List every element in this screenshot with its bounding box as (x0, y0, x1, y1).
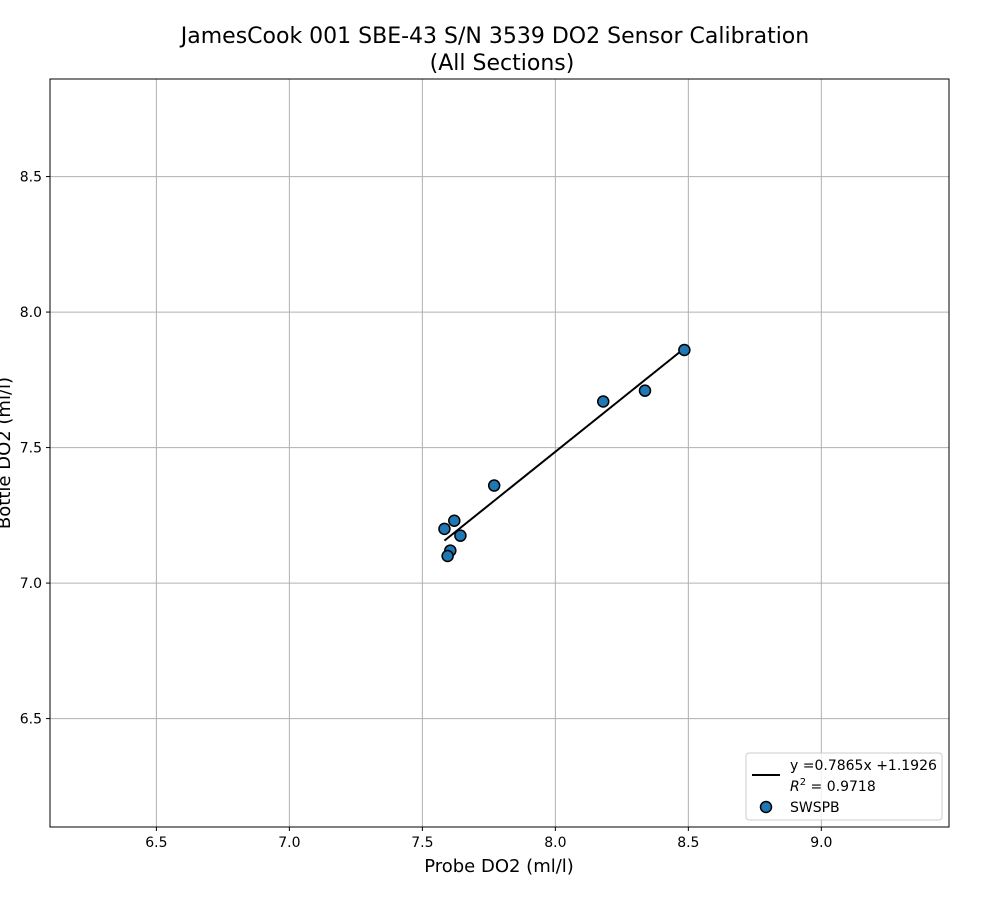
y-axis-label: Bottle DO2 (ml/l) (0, 377, 15, 529)
y-tick-label: 7.0 (20, 576, 42, 592)
legend-r2-symbol: R (790, 779, 800, 795)
data-point (438, 522, 451, 536)
legend: y =0.7865x +1.1926 R2 = 0.9718 SWSPB (745, 752, 943, 821)
y-tick-label: 6.5 (20, 712, 42, 728)
chart-title: JamesCook 001 SBE-43 S/N 3539 DO2 Sensor… (179, 24, 809, 49)
data-point (454, 529, 467, 542)
data-point (596, 395, 610, 408)
legend-marker-swspb (759, 800, 773, 814)
x-tick-label: 8.0 (544, 835, 566, 851)
data-point (441, 549, 454, 563)
data-point (487, 479, 501, 492)
scatter-points (438, 343, 691, 563)
chart-subtitle: (All Sections) (430, 51, 575, 76)
y-tick-label: 8.0 (20, 305, 42, 321)
data-point (638, 384, 652, 397)
legend-r2-value: = 0.9718 (806, 779, 876, 795)
x-tick-label: 6.5 (145, 835, 167, 851)
legend-fit-r2: R2 = 0.9718 (790, 777, 876, 795)
y-tick-label: 8.5 (20, 170, 42, 186)
x-axis-label: Probe DO2 (ml/l) (424, 856, 574, 877)
x-tick-label: 7.0 (278, 835, 300, 851)
data-point (678, 343, 691, 357)
fit-line (443, 347, 685, 542)
x-tick-label: 8.5 (677, 835, 699, 851)
plot-frame (49, 78, 950, 828)
y-tick-label: 7.5 (20, 441, 42, 457)
grid-lines (50, 79, 949, 827)
x-tick-label: 9.0 (810, 835, 832, 851)
y-axis-ticks: 6.5 7.0 7.5 8.0 8.5 (20, 170, 50, 728)
legend-label-swspb: SWSPB (790, 800, 840, 816)
legend-r2-superscript: 2 (800, 777, 806, 788)
legend-fit-equation: y =0.7865x +1.1926 (790, 758, 937, 774)
data-point (448, 514, 461, 528)
x-axis-ticks: 6.5 7.0 7.5 8.0 8.5 9.0 (145, 827, 832, 851)
x-tick-label: 7.5 (411, 835, 433, 851)
legend-box (745, 752, 943, 821)
